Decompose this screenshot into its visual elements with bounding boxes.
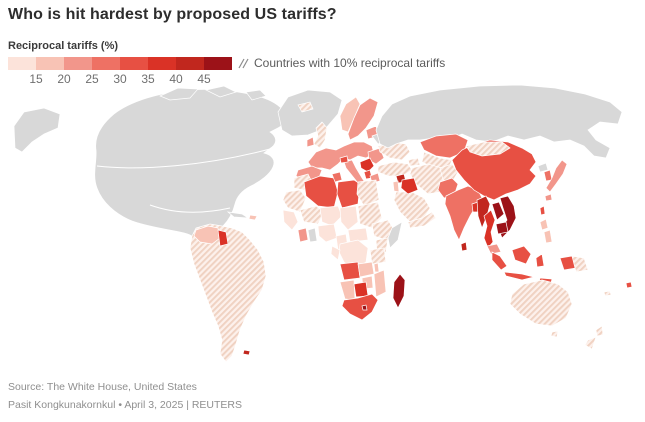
country-tanzania <box>369 247 387 265</box>
legend-swatch <box>36 57 64 70</box>
legend-tick: 15 <box>29 72 43 86</box>
country-turkey <box>377 161 413 177</box>
credit-line: Pasit Kongkunakornkul • April 3, 2025 | … <box>8 399 243 411</box>
country-nigeria <box>317 223 338 243</box>
us-canada-border <box>96 148 271 169</box>
country-north-korea <box>537 162 549 173</box>
country-afghanistan <box>439 163 459 183</box>
legend-label: Reciprocal tariffs (%) <box>8 40 119 52</box>
country-angola <box>339 261 361 281</box>
legend-swatch <box>64 57 92 70</box>
legend-tick: 25 <box>85 72 99 86</box>
legend-hatch-note-text: Countries with 10% reciprocal tariffs <box>254 56 446 70</box>
country-philippines <box>539 218 553 244</box>
country-niger <box>319 205 343 227</box>
country-venezuela <box>193 225 221 245</box>
country-lesotho <box>361 304 368 311</box>
footer: Source: The White House, United States P… <box>8 378 242 414</box>
country-egypt <box>356 179 380 207</box>
country-malawi <box>373 262 380 273</box>
legend-color-scale <box>8 57 232 70</box>
country-mongolia <box>465 141 511 157</box>
legend-swatch <box>8 57 36 70</box>
region-south-america <box>189 223 267 363</box>
legend-swatch <box>148 57 176 70</box>
country-indonesia <box>491 245 577 284</box>
country-tunisia <box>331 171 343 183</box>
legend-tick: 30 <box>113 72 127 86</box>
region-arctic-islands <box>159 85 267 101</box>
region-israel-jordan <box>392 180 400 193</box>
region-greenland <box>277 89 343 137</box>
country-algeria <box>303 175 339 209</box>
region-central-african-republic <box>347 227 369 243</box>
us-mexico-border <box>149 204 231 213</box>
legend-swatch <box>204 57 232 70</box>
legend-tick: 35 <box>141 72 155 86</box>
country-united-kingdom <box>313 121 328 149</box>
region-caucasus <box>407 157 421 167</box>
country-fiji <box>625 281 633 289</box>
hatch-pattern-icon <box>238 58 249 68</box>
legend-tick: 40 <box>169 72 183 86</box>
source-line: Source: The White House, United States <box>8 381 197 393</box>
country-papua-new-guinea <box>571 255 589 273</box>
legend-ticks: 15 20 25 30 35 40 45 <box>8 72 232 86</box>
country-cuba <box>226 211 250 219</box>
country-zambia <box>357 261 375 278</box>
region-alaska <box>13 107 61 153</box>
country-falkland-islands <box>242 349 251 356</box>
country-cote-divoire <box>297 227 309 243</box>
country-hispaniola <box>248 214 258 221</box>
region-gabon-congo <box>330 245 341 261</box>
country-iceland <box>297 101 314 113</box>
legend-swatch <box>176 57 204 70</box>
region-new-caledonia <box>603 290 612 297</box>
country-mozambique <box>373 269 387 298</box>
country-australia <box>509 279 573 327</box>
legend-swatch <box>120 57 148 70</box>
legend-tick: 45 <box>197 72 211 86</box>
country-mali <box>299 205 325 225</box>
country-botswana <box>353 281 369 298</box>
page-title: Who is hit hardest by proposed US tariff… <box>8 6 337 23</box>
country-namibia <box>339 279 356 301</box>
country-libya <box>336 179 361 209</box>
country-china <box>451 139 537 201</box>
country-guyana <box>217 229 229 247</box>
region-senegal-guinea <box>282 209 299 231</box>
legend-hatch-note: Countries with 10% reciprocal tariffs <box>238 56 445 70</box>
country-ghana <box>307 227 318 243</box>
country-iraq <box>400 177 419 195</box>
country-malaysia <box>486 243 502 255</box>
country-india <box>444 185 483 241</box>
country-switzerland <box>339 155 349 164</box>
country-laos <box>491 201 505 221</box>
region-serbia-bosnia <box>359 157 375 173</box>
country-new-zealand <box>584 325 604 350</box>
legend-tick: 20 <box>57 72 71 86</box>
country-ireland <box>306 136 315 148</box>
region-mauritania-western-sahara <box>282 189 307 213</box>
country-cambodia <box>495 221 509 235</box>
country-madagascar <box>392 273 406 309</box>
country-sri-lanka <box>460 241 468 252</box>
country-norway <box>339 96 361 133</box>
legend-swatch <box>92 57 120 70</box>
country-japan <box>544 159 568 202</box>
country-south-africa <box>341 293 379 321</box>
region-north-america <box>94 89 287 263</box>
region-tasmania <box>550 330 559 338</box>
country-chad <box>339 205 359 231</box>
legend: Reciprocal tariffs (%) 15 20 25 30 35 40 45 <box>8 40 232 86</box>
region-sweden-finland <box>347 97 379 141</box>
country-somalia <box>387 221 403 249</box>
country-thailand <box>483 209 496 249</box>
country-taiwan <box>539 205 546 216</box>
region-yemen-oman <box>407 211 437 229</box>
